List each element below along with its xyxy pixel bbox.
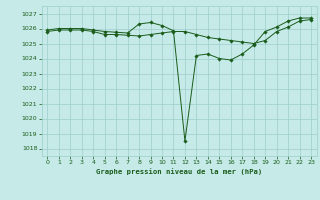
X-axis label: Graphe pression niveau de la mer (hPa): Graphe pression niveau de la mer (hPa) (96, 168, 262, 175)
